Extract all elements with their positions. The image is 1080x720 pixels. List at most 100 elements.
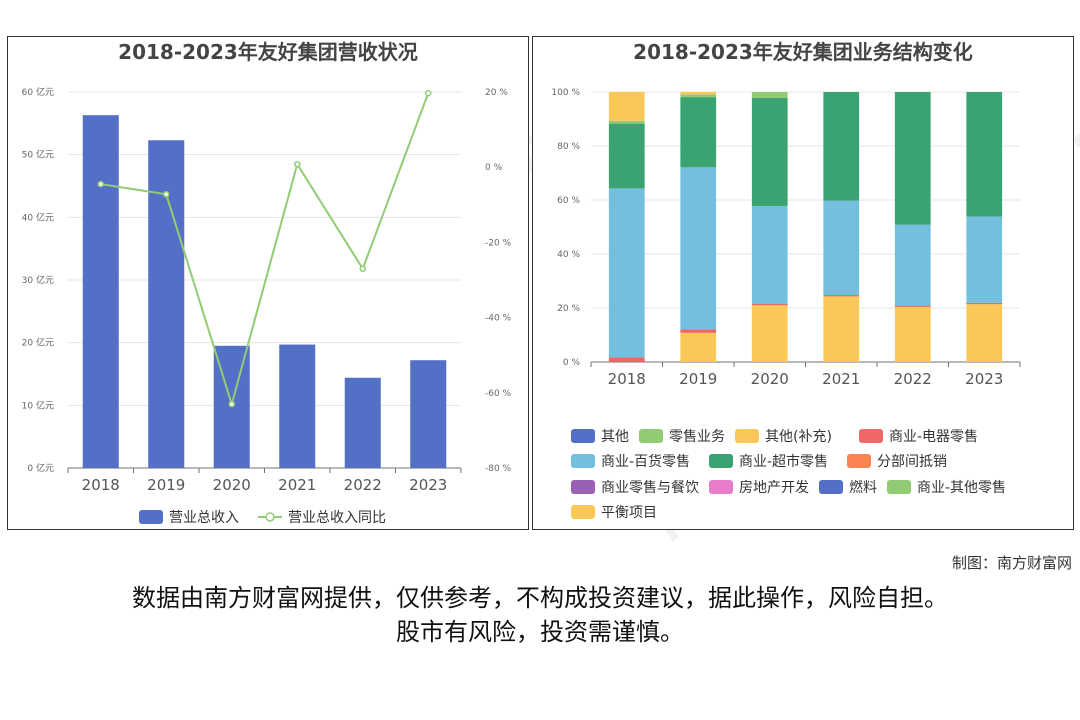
legend-swatch	[571, 505, 595, 519]
y-right-tick-label: 0 %	[485, 163, 503, 173]
legend-swatch	[887, 480, 911, 494]
x-tick-label: 2022	[344, 476, 382, 494]
legend-swatch	[735, 429, 759, 443]
x-tick-label: 2020	[751, 370, 789, 388]
disclaimer-line-2: 股市有风险，投资需谨慎。	[396, 618, 684, 646]
x-tick-label: 2022	[894, 370, 932, 388]
legend-swatch	[819, 480, 843, 494]
y-tick-label: 100 %	[551, 88, 580, 98]
stacked-segment-5	[966, 92, 1003, 217]
legend-label: 燃料	[849, 479, 877, 496]
y-left-tick-label: 20 亿元	[22, 337, 54, 349]
stacked-segment-4	[751, 205, 788, 304]
legend-label: 其他	[601, 429, 629, 445]
stacked-segment-2	[966, 304, 1003, 362]
legend-label: 商业-百货零售	[601, 453, 690, 470]
revenue-bar	[344, 377, 381, 468]
legend-swatch	[639, 429, 663, 443]
stacked-segment-10	[680, 94, 717, 98]
legend-swatch	[859, 429, 883, 443]
y-left-tick-label: 10 亿元	[22, 399, 54, 411]
revenue-bar	[410, 360, 447, 468]
stacked-segment-4	[966, 216, 1003, 303]
stacked-segment-10	[751, 92, 788, 98]
legend-swatch	[571, 454, 595, 468]
revenue-bar	[279, 344, 316, 468]
stacked-segment-3	[608, 357, 645, 362]
y-right-tick-label: -40 %	[485, 314, 512, 324]
stacked-segment-4	[680, 167, 717, 330]
stacked-segment-5	[823, 92, 860, 201]
yoy-point	[294, 160, 301, 168]
stacked-segment-5	[608, 123, 645, 189]
y-tick-label: 40 %	[557, 250, 580, 260]
x-tick-label: 2020	[213, 476, 251, 494]
legend-label: 房地产开发	[739, 480, 809, 496]
revenue-chart-panel: 2018-2023年友好集团营收状况 0 亿元 10 亿元 20 亿元 30 亿元 40 …	[7, 36, 529, 530]
stacked-segment-2	[894, 306, 931, 362]
stacked-segment-2	[751, 305, 788, 362]
chart-title: 2018-2023年友好集团营收状况	[118, 40, 418, 64]
yoy-point	[228, 400, 235, 408]
y-tick-label: 20 %	[557, 304, 580, 314]
y-right-tick-label: 20 %	[485, 88, 508, 98]
y-left-tick-label: 60 亿元	[22, 86, 54, 98]
yoy-line	[100, 92, 430, 408]
yoy-point	[97, 180, 104, 188]
x-tick-label: 2019	[147, 476, 185, 494]
stacked-segment-11	[608, 92, 645, 121]
stacked-segment-3	[966, 302, 1003, 305]
legend-label: 商业-超市零售	[739, 453, 828, 470]
x-tick-label: 2019	[679, 370, 717, 388]
legend-label: 商业-其他零售	[917, 480, 1006, 496]
y-left-tick-label: 40 亿元	[22, 211, 54, 223]
stacked-segment-2	[680, 332, 717, 362]
revenue-bar	[148, 140, 185, 468]
legend-label: 其他(补充)	[765, 429, 832, 445]
yoy-point	[359, 265, 366, 272]
stacked-segment-3	[751, 303, 788, 306]
stacked-segment-3	[680, 329, 717, 333]
y-left-tick-label: 0 亿元	[27, 462, 54, 474]
stacked-segment-5	[680, 97, 717, 168]
stacked-segment-3	[823, 295, 860, 297]
yoy-point	[163, 191, 170, 198]
legend-label: 营业总收入	[169, 510, 239, 526]
y-tick-label: 0 %	[563, 358, 581, 368]
stacked-segment-5	[894, 92, 931, 225]
legend-swatch-yoy-marker	[265, 512, 275, 522]
business-structure-chart: 2018-2023年友好集团业务结构变化 0 % 20 % 40 % 60 % 80 % 1…	[551, 40, 1021, 521]
stacked-segment-2	[823, 296, 860, 362]
stacked-segment-3	[894, 305, 931, 307]
business-structure-chart-panel: 2018-2023年友好集团业务结构变化 0 % 20 % 40 % 60 % 80 % 1…	[532, 36, 1074, 530]
y-tick-label: 60 %	[557, 196, 580, 206]
legend-label: 商业零售与餐饮	[601, 480, 699, 496]
disclaimer-line-1: 数据由南方财富网提供，仅供参考，不构成投资建议，据此操作，风险自担。	[132, 584, 948, 612]
x-tick-label: 2018	[608, 370, 646, 388]
stacked-segment-11	[680, 92, 717, 95]
stacked-segment-4	[894, 224, 931, 306]
legend: 营业总收入 营业总收入同比	[139, 510, 386, 526]
x-tick-label: 2023	[409, 476, 447, 494]
legend-label: 平衡项目	[601, 505, 657, 521]
legend-swatch	[709, 480, 733, 494]
x-tick-label: 2018	[82, 476, 120, 494]
chart-title: 2018-2023年友好集团业务结构变化	[633, 40, 973, 64]
revenue-chart: 2018-2023年友好集团营收状况 0 亿元 10 亿元 20 亿元 30 亿元 40 …	[22, 40, 512, 526]
x-tick-label: 2021	[278, 476, 316, 494]
stacked-segment-4	[608, 188, 645, 358]
x-tick-label: 2021	[822, 370, 860, 388]
legend-label: 分部间抵销	[877, 454, 947, 470]
revenue-bar	[82, 115, 119, 468]
legend-swatch	[709, 454, 733, 468]
legend-label: 营业总收入同比	[288, 510, 386, 526]
x-tick-label: 2023	[965, 370, 1003, 388]
y-right-tick-label: -60 %	[485, 389, 512, 399]
stacked-segment-4	[823, 200, 860, 296]
stacked-segment-5	[751, 97, 788, 206]
y-right-tick-label: -20 %	[485, 238, 512, 248]
legend-label: 零售业务	[669, 429, 725, 445]
legend-swatch	[847, 454, 871, 468]
stacked-segment-10	[608, 120, 645, 124]
